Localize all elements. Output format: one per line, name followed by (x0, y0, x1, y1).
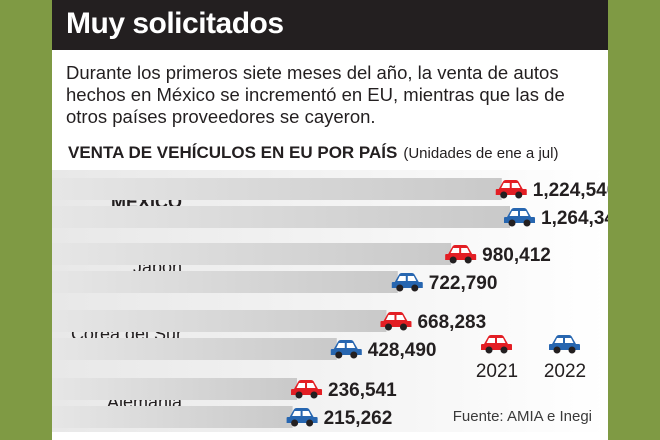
car-2021-icon (291, 380, 323, 399)
value-label: 236,541 (328, 380, 397, 401)
car-2021-icon (445, 245, 477, 264)
intro-text: Durante los primeros siete meses del año… (66, 62, 565, 127)
infographic-card: Muy solicitados Durante los primeros sie… (52, 0, 608, 440)
car-2021-icon (380, 312, 412, 331)
car-2022-icon (286, 408, 318, 427)
bar-2021 (52, 178, 502, 200)
bar-chart: MÉXICO1,224,5401,264,343Japón980,412722,… (52, 170, 608, 432)
value-label: 722,790 (429, 273, 498, 294)
chart-subtitle: (Unidades de ene a jul) (403, 145, 559, 162)
value-label: 668,283 (417, 312, 486, 333)
header-bar: Muy solicitados (52, 0, 608, 50)
car-2022-icon (504, 208, 535, 227)
car-2022-icon (391, 273, 423, 292)
bar-2022 (52, 338, 337, 360)
chart-title: VENTA DE VEHÍCULOS EN EU POR PAÍS (Unidad… (68, 143, 558, 163)
value-label: 215,262 (324, 408, 393, 429)
page-title: Muy solicitados (66, 7, 284, 40)
bar-2021 (52, 243, 452, 265)
source-note: Fuente: AMIA e Inegi (453, 408, 592, 425)
car-2021-icon (495, 180, 527, 199)
bar-2022 (52, 271, 398, 293)
value-label: 980,412 (482, 245, 551, 266)
bar-2022 (52, 406, 293, 428)
legend-car-2021-icon (481, 335, 512, 354)
bar-2021 (52, 378, 298, 400)
legend-label: 2022 (544, 361, 586, 382)
bar-2021 (52, 310, 387, 332)
value-label: 1,264,343 (541, 208, 608, 229)
legend-label: 2021 (476, 361, 518, 382)
value-label: 1,224,540 (533, 180, 608, 201)
car-2022-icon (330, 340, 362, 359)
legend-car-2022-icon (549, 335, 580, 354)
bar-2022 (52, 206, 510, 228)
value-label: 428,490 (368, 340, 437, 361)
chart-title-text: VENTA DE VEHÍCULOS EN EU POR PAÍS (68, 143, 398, 162)
